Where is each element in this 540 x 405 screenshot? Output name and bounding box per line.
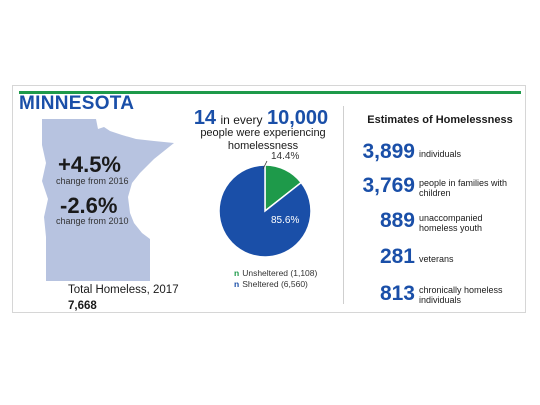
rate-denominator: 10,000	[267, 107, 329, 129]
estimate-value: 3,899	[362, 140, 415, 163]
shelter-pie-chart: 14.4% 85.6%	[218, 151, 312, 258]
estimate-value: 281	[379, 245, 415, 268]
estimate-value: 3,769	[362, 174, 415, 197]
estimate-label: veterans	[419, 254, 454, 264]
pie-label-sheltered: 85.6%	[271, 215, 299, 226]
state-title: MINNESOTA	[19, 93, 135, 114]
pie-label-leader	[262, 160, 268, 170]
estimate-label: chronically homeless individuals	[419, 285, 503, 305]
change-2010-label: change from 2010	[56, 216, 129, 226]
total-homeless-value: 7,668	[68, 300, 97, 312]
header-rule	[19, 91, 521, 94]
minnesota-map-icon	[42, 119, 174, 281]
estimate-value: 813	[379, 282, 415, 305]
change-2016-label: change from 2016	[56, 176, 129, 186]
change-2016-value: +4.5%	[58, 152, 121, 177]
estimate-row: 3,769 people in families with children	[0, 174, 540, 202]
pie-label-unsheltered: 14.4%	[271, 151, 299, 162]
estimate-row: 281 veterans	[0, 245, 540, 273]
legend-sheltered-label: Sheltered (6,560)	[242, 279, 308, 289]
rate-numerator: 14	[193, 107, 217, 129]
legend-unsheltered-marker: n	[234, 268, 240, 278]
rate-connector: in every	[220, 113, 263, 127]
estimate-label: unaccompanied homeless youth	[419, 213, 483, 233]
estimates-title: Estimates of Homelessness	[367, 114, 513, 126]
rate-headline: 14 in every 10,000	[186, 107, 336, 130]
column-divider	[343, 106, 344, 304]
legend-sheltered: n Sheltered (6,560)	[234, 279, 308, 289]
estimate-row: 889 unaccompanied homeless youth	[0, 209, 540, 237]
estimate-row: 813 chronically homeless individuals	[0, 282, 540, 310]
estimate-row: 3,899 individuals	[0, 140, 540, 168]
legend-unsheltered-label: Unsheltered (1,108)	[242, 268, 318, 278]
change-2010-value: -2.6%	[60, 193, 118, 218]
legend-unsheltered: n Unsheltered (1,108)	[234, 268, 317, 278]
estimate-label: individuals	[419, 149, 462, 159]
rate-description: people were experiencing homelessness	[200, 127, 326, 152]
total-homeless-label: Total Homeless, 2017	[68, 284, 179, 296]
pie-slice	[218, 164, 312, 258]
legend-sheltered-marker: n	[234, 279, 240, 289]
estimate-value: 889	[379, 209, 415, 232]
estimate-label: people in families with children	[419, 178, 508, 198]
